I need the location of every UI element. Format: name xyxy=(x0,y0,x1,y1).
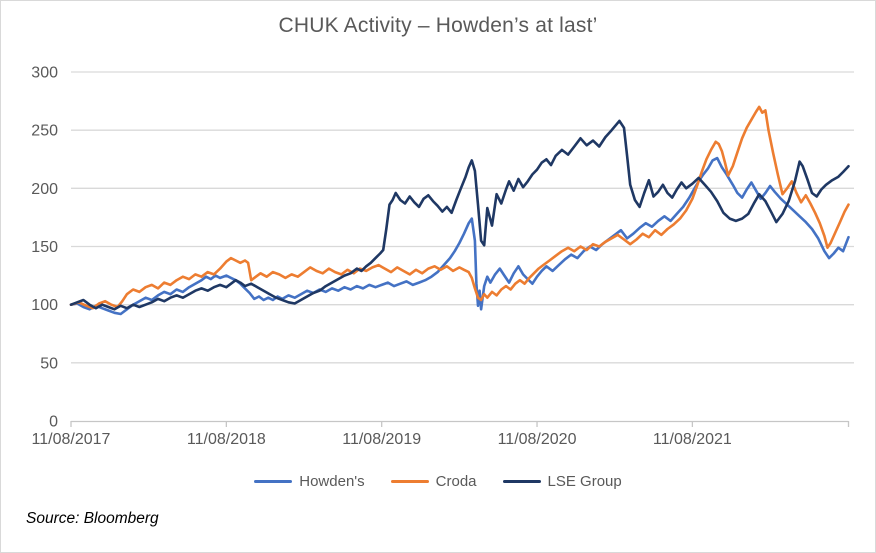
y-tick-label-50: 50 xyxy=(40,355,58,372)
x-tick-label-4: 11/08/2021 xyxy=(653,431,732,448)
series-line-croda xyxy=(69,105,850,310)
chart-legend: Howden's Croda LSE Group xyxy=(1,473,875,490)
x-tick-label-1: 11/08/2018 xyxy=(187,431,266,448)
y-tick-label-200: 200 xyxy=(31,181,58,198)
legend-item-lse-group: LSE Group xyxy=(502,473,622,490)
series-line-lse-group xyxy=(69,119,850,311)
source-note: Source: Bloomberg xyxy=(26,510,159,527)
series-line-howden-s xyxy=(69,156,850,316)
legend-swatch-croda xyxy=(390,479,429,484)
legend-label-lse-group: LSE Group xyxy=(547,473,622,490)
chart-title: CHUK Activity – Howden’s at last’ xyxy=(278,14,598,37)
y-tick-label-150: 150 xyxy=(31,239,58,256)
x-tick-label-2: 11/08/2019 xyxy=(342,431,421,448)
y-tick-label-0: 0 xyxy=(49,414,58,431)
x-tick-label-0: 11/08/2017 xyxy=(32,431,111,448)
y-tick-label-100: 100 xyxy=(31,297,58,314)
legend-swatch-howdens xyxy=(254,479,293,484)
y-tick-label-250: 250 xyxy=(31,123,58,140)
legend-item-howdens: Howden's xyxy=(254,473,365,490)
legend-swatch-lse-group xyxy=(502,479,541,484)
legend-label-howdens: Howden's xyxy=(299,473,365,490)
legend-item-croda: Croda xyxy=(390,473,477,490)
legend-label-croda: Croda xyxy=(435,473,477,490)
x-tick-label-3: 11/08/2020 xyxy=(498,431,577,448)
y-tick-label-300: 300 xyxy=(31,65,58,82)
